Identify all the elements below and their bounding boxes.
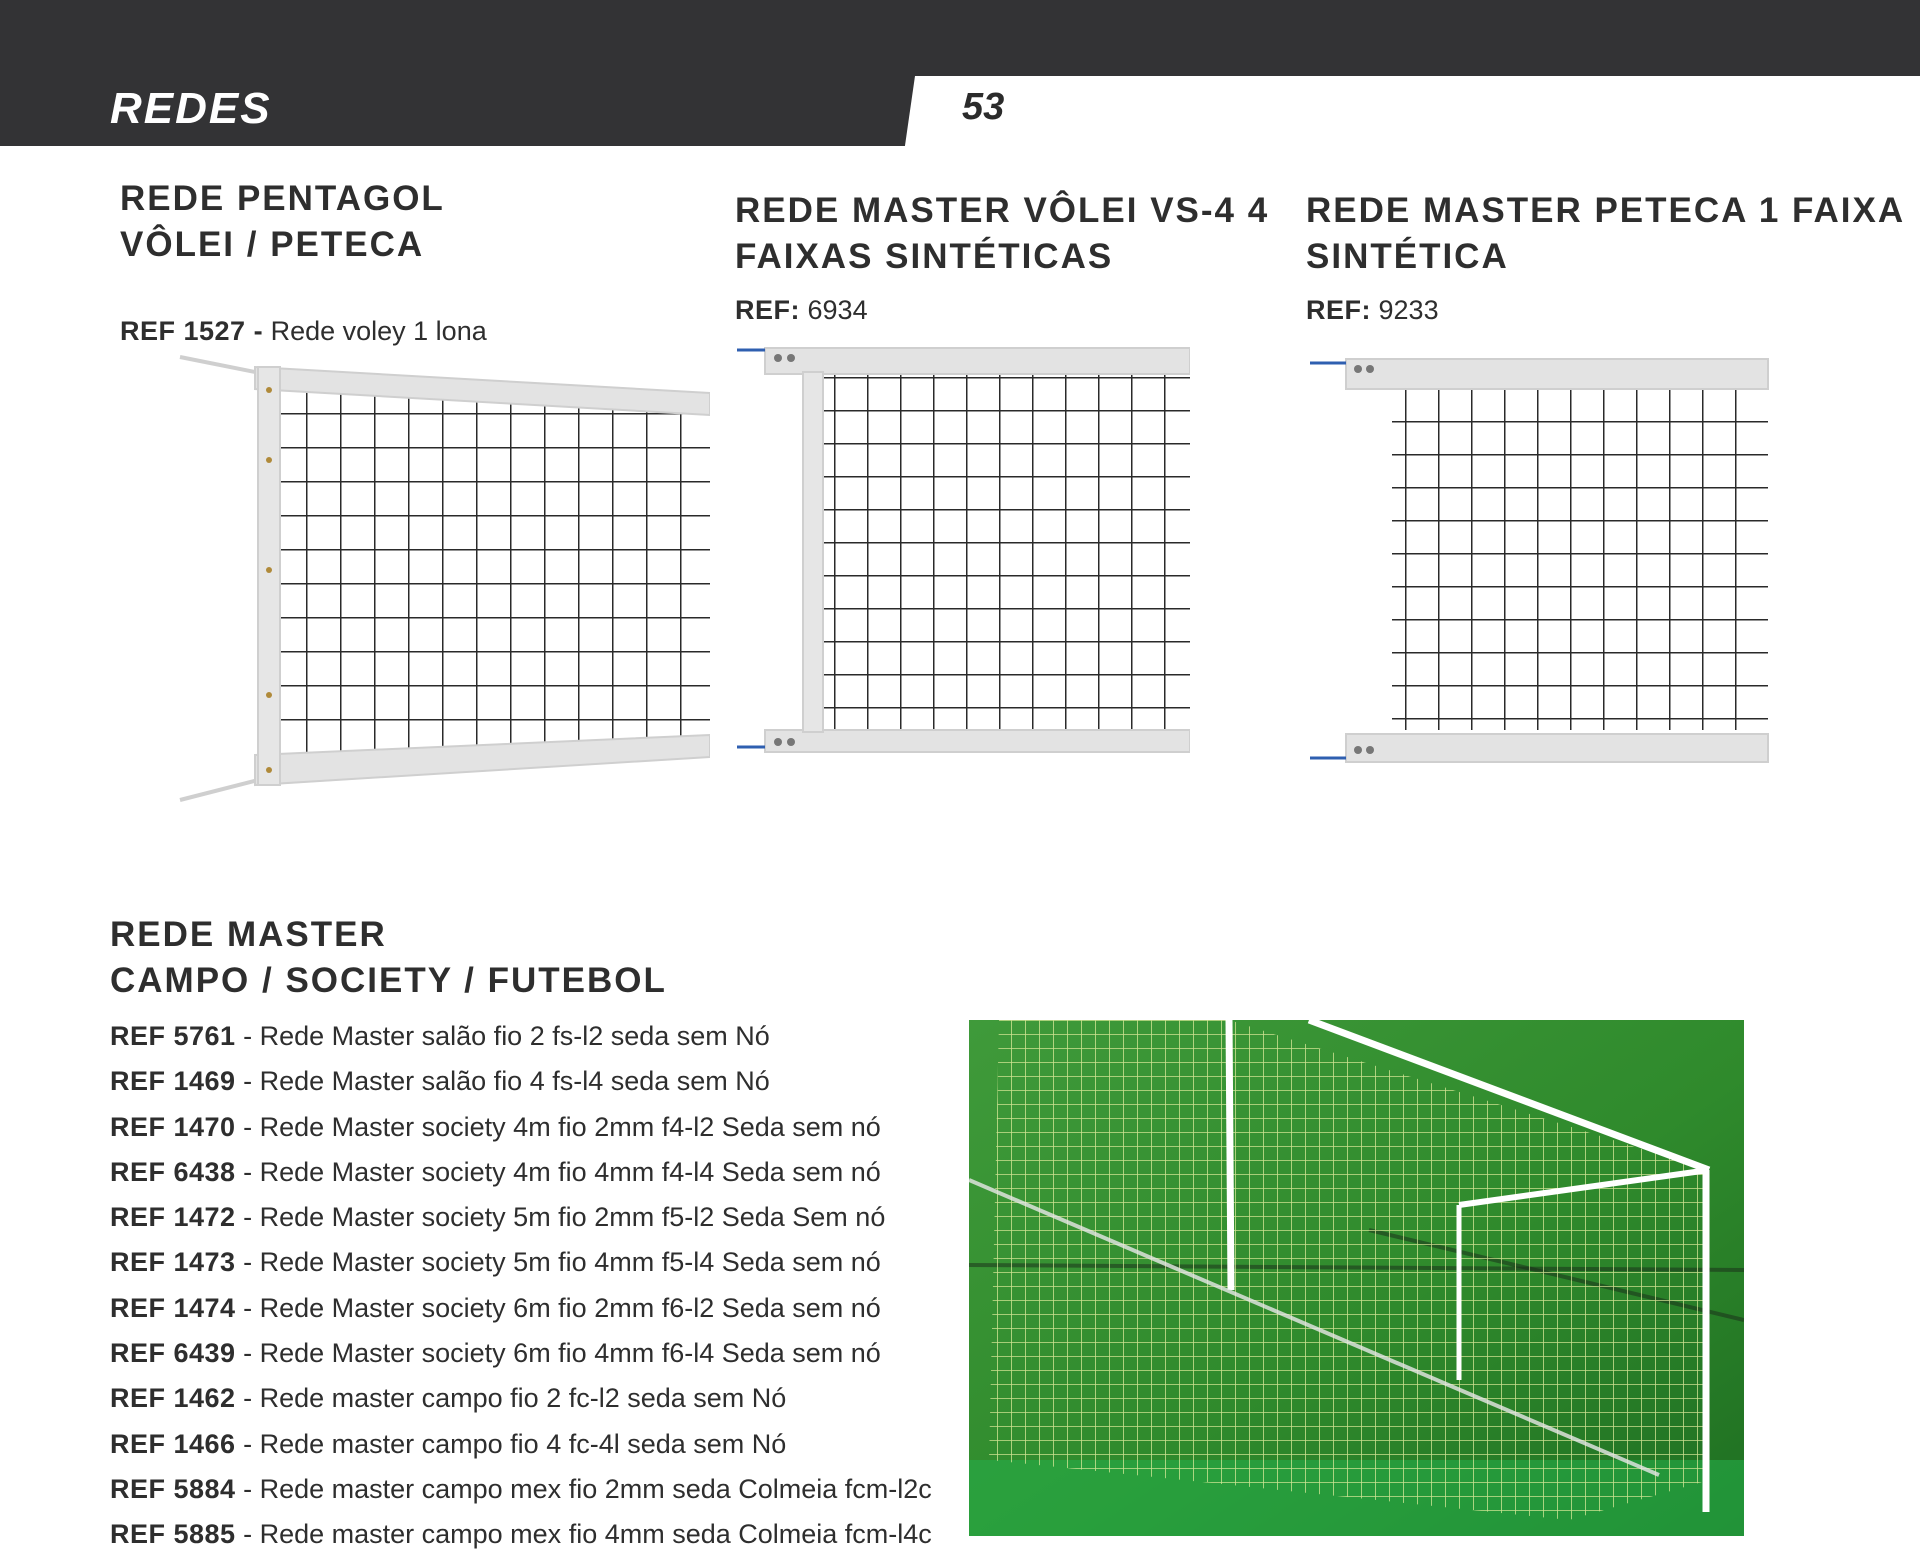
ref-value: Rede voley 1 lona	[270, 316, 487, 346]
ref-label: REF 5885	[110, 1519, 236, 1550]
list-item: REF 5761 - Rede Master salão fio 2 fs-l2…	[110, 1014, 932, 1059]
title-line: FAIXAS SINTÉTICAS	[735, 237, 1114, 276]
product-title-master-peteca: REDE MASTER PETECA 1 FAIXA SINTÉTICA	[1306, 188, 1905, 280]
ref-value: 6934	[807, 295, 868, 325]
ref-desc: - Rede master campo fio 2 fc-l2 seda sem…	[235, 1383, 787, 1414]
ref-label: REF 1474	[110, 1292, 236, 1323]
ref-desc: - Rede master campo fio 4 fc-4l seda sem…	[235, 1428, 787, 1459]
ref-desc: - Rede Master society 4m fio 2mm f4-l2 S…	[235, 1111, 881, 1142]
title-line: VÔLEI / PETECA	[120, 225, 425, 264]
title-line: REDE MASTER VÔLEI VS-4 4	[735, 191, 1270, 230]
list-item: REF 1472 - Rede Master society 5m fio 2m…	[110, 1195, 932, 1240]
ref-label: REF 1527 -	[120, 316, 264, 346]
ref-desc: - Rede Master society 6m fio 2mm f6-l2 S…	[235, 1292, 881, 1323]
ref-desc: - Rede Master society 6m fio 4mm f6-l4 S…	[235, 1338, 881, 1369]
list-item: REF 6438 - Rede Master society 4m fio 4m…	[110, 1150, 932, 1195]
ref-desc: - Rede Master salão fio 4 fs-l4 seda sem…	[235, 1066, 770, 1097]
ref-label: REF 6439	[110, 1338, 236, 1369]
list-item: REF 1469 - Rede Master salão fio 4 fs-l4…	[110, 1059, 932, 1104]
soccer-goal-net-icon	[969, 1020, 1744, 1536]
page-number: 53	[962, 86, 1005, 128]
ref-label: REF:	[1306, 295, 1371, 325]
ref-label: REF 1470	[110, 1111, 236, 1142]
ref-label: REF:	[735, 295, 800, 325]
ref-desc: - Rede Master society 5m fio 4mm f5-l4 S…	[235, 1247, 881, 1278]
list-item: REF 5885 - Rede master campo mex fio 4mm…	[110, 1512, 932, 1557]
product-title-pentagol: REDE PENTAGOL VÔLEI / PETECA	[120, 176, 445, 268]
title-line: CAMPO / SOCIETY / FUTEBOL	[110, 961, 667, 1000]
ref-desc: - Rede master campo mex fio 2mm seda Col…	[235, 1473, 932, 1504]
list-item: REF 5884 - Rede master campo mex fio 2mm…	[110, 1467, 932, 1512]
section-tab	[0, 76, 915, 146]
volleyball-net-icon	[179, 355, 710, 802]
title-line: REDE MASTER	[110, 915, 387, 954]
ref-label: REF 1466	[110, 1428, 236, 1459]
header-bar	[0, 0, 1920, 76]
list-item: REF 1466 - Rede master campo fio 4 fc-4l…	[110, 1422, 932, 1467]
ref-label: REF 1469	[110, 1066, 236, 1097]
ref-label: REF 5884	[110, 1473, 236, 1504]
volleyball-net-icon	[737, 347, 1190, 753]
ref-label: REF 5761	[110, 1021, 236, 1051]
ref-label: REF 1473	[110, 1247, 236, 1278]
list-item: REF 6439 - Rede Master society 6m fio 4m…	[110, 1331, 932, 1376]
title-line: SINTÉTICA	[1306, 237, 1509, 276]
ref-desc: - Rede master campo mex fio 4mm seda Col…	[235, 1519, 932, 1550]
list-item: REF 1470 - Rede Master society 4m fio 2m…	[110, 1105, 932, 1150]
list-item: REF 1474 - Rede Master society 6m fio 2m…	[110, 1286, 932, 1331]
title-line: REDE MASTER PETECA 1 FAIXA	[1306, 191, 1906, 230]
ref-label: REF 1462	[110, 1383, 236, 1414]
list-item: REF 1473 - Rede Master society 5m fio 4m…	[110, 1240, 932, 1285]
list-item: REF 1462 - Rede master campo fio 2 fc-l2…	[110, 1376, 932, 1421]
ref-desc: - Rede Master society 4m fio 4mm f4-l4 S…	[235, 1156, 881, 1187]
product-ref: REF 1527 - Rede voley 1 lona	[120, 316, 487, 347]
futebol-title: REDE MASTER CAMPO / SOCIETY / FUTEBOL	[110, 912, 667, 1004]
ref-label: REF 6438	[110, 1156, 236, 1187]
peteca-net-icon	[1310, 358, 1769, 763]
ref-value: 9233	[1378, 295, 1439, 325]
product-title-master-volei: REDE MASTER VÔLEI VS-4 4 FAIXAS SINTÉTIC…	[735, 188, 1269, 280]
section-title: REDES	[110, 84, 272, 133]
product-ref: REF: 9233	[1306, 295, 1439, 326]
ref-desc: - Rede Master salão fio 2 fs-l2 seda sem…	[235, 1021, 770, 1051]
futebol-ref-list: REF 5761 - Rede Master salão fio 2 fs-l2…	[110, 1014, 932, 1558]
ref-desc: - Rede Master society 5m fio 2mm f5-l2 S…	[235, 1202, 886, 1233]
title-line: REDE PENTAGOL	[120, 179, 445, 218]
ref-label: REF 1472	[110, 1202, 236, 1233]
product-ref: REF: 6934	[735, 295, 868, 326]
